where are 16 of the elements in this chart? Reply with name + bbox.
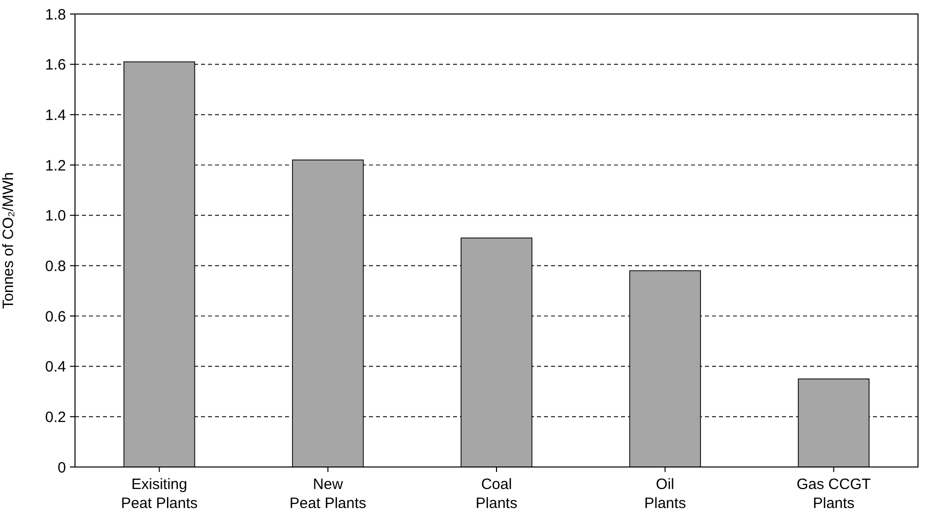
x-tick-label: Oil Plants xyxy=(644,476,686,512)
y-tick-label: 1.2 xyxy=(45,157,66,174)
y-axis-title: Tonnes of CO₂/MWh xyxy=(0,172,17,309)
x-tick-label: Coal Plants xyxy=(476,476,518,512)
y-tick-label: 0 xyxy=(58,459,66,476)
y-tick-label: 0.4 xyxy=(45,358,66,376)
x-tick-label: Gas CCGT Plants xyxy=(796,476,871,512)
y-tick-label: 0.8 xyxy=(45,258,66,275)
y-tick-label: 1.0 xyxy=(45,208,66,225)
y-tick-label: 0.2 xyxy=(45,408,66,426)
y-tick-label: 1.4 xyxy=(45,106,66,124)
y-tick-label: 0.6 xyxy=(45,308,66,326)
x-tick-label: Exisiting Peat Plants xyxy=(120,476,198,512)
x-tick-label: New Peat Plants xyxy=(290,476,366,512)
y-tick-label: 1.6 xyxy=(45,56,66,74)
y-tick-label: 1.8 xyxy=(45,6,66,24)
